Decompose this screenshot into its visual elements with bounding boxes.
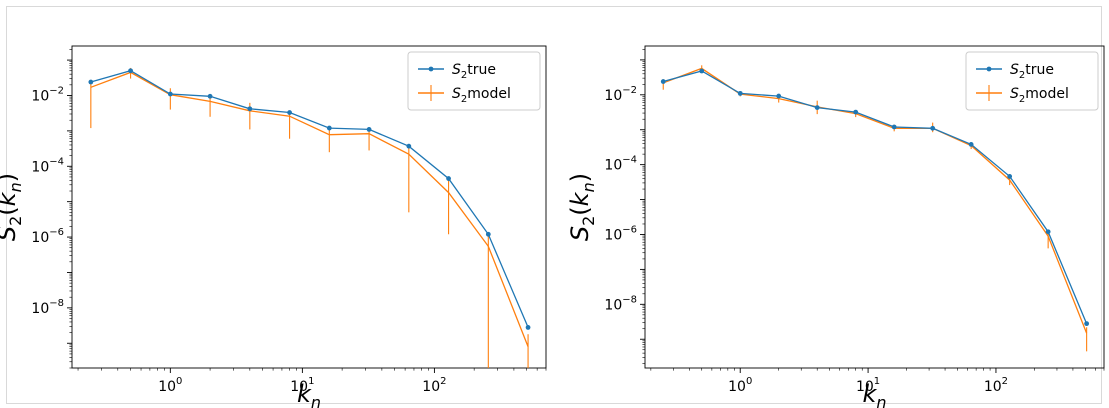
data-point-true: [776, 93, 782, 99]
data-point-true: [930, 125, 936, 131]
y-axis-label: S2(kn): [0, 173, 25, 241]
x-tick-label: 100: [728, 376, 752, 395]
y-tick-label: 10−6: [31, 227, 64, 246]
data-point-true: [699, 68, 705, 74]
data-point-true: [891, 124, 897, 130]
legend-label-model: S2model: [1010, 86, 1069, 105]
data-point-true: [1084, 321, 1090, 327]
data-point-true: [128, 68, 133, 74]
x-tick-label: 100: [158, 376, 182, 395]
y-tick-label: 10−4: [31, 156, 64, 175]
y-tick-label: 10−6: [604, 224, 637, 243]
legend-marker-true: [986, 66, 992, 72]
data-point-true: [366, 127, 372, 132]
data-point-true: [406, 143, 412, 149]
x-tick-label: 101: [290, 376, 314, 395]
y-tick-label: 10−8: [604, 294, 637, 313]
x-axis-label: kn: [862, 380, 886, 408]
data-point-true: [853, 109, 859, 115]
y-tick-label: 10−2: [31, 85, 64, 104]
legend-marker-true: [428, 66, 434, 72]
data-point-true: [485, 231, 491, 237]
plot-area-frame: [644, 45, 1105, 369]
data-point-true: [737, 90, 743, 96]
data-point-true: [1007, 174, 1013, 179]
data-point-true: [167, 91, 173, 97]
x-tick-label: 101: [856, 376, 880, 395]
legend-box: [407, 51, 541, 111]
y-tick-label: 10−4: [604, 155, 637, 174]
data-point-true: [525, 325, 531, 330]
data-point-true: [247, 106, 253, 112]
data-point-true: [660, 79, 666, 84]
data-point-true: [968, 142, 974, 147]
series-group: [660, 65, 1090, 352]
y-tick-label: 10−8: [31, 298, 64, 317]
data-point-true: [1045, 229, 1051, 235]
series-line-model: [90, 71, 529, 347]
series-line-true: [90, 69, 529, 328]
data-point-true: [88, 79, 94, 85]
data-point-true: [287, 110, 292, 115]
x-axis-label: kn: [297, 380, 321, 408]
data-point-true: [446, 176, 451, 181]
data-point-true: [814, 105, 820, 111]
data-point-true: [326, 125, 332, 131]
series-group: [88, 67, 531, 368]
data-point-true: [207, 93, 213, 99]
legend-label-true: S2true: [1010, 62, 1054, 81]
legend: S2true S2model: [965, 51, 1099, 111]
x-tick-label: 102: [422, 376, 446, 395]
series-line-true: [663, 70, 1088, 324]
legend-box: [965, 51, 1099, 111]
chart-panel-2: 100 101 10210−810−610−410−2knS2(kn)S2trueS…: [566, 45, 1105, 408]
y-tick-label: 10−2: [604, 85, 637, 104]
legend-label-model: S2model: [452, 86, 511, 105]
x-tick-label: 102: [984, 376, 1008, 395]
y-axis-label: S2(kn): [566, 173, 598, 241]
chart-panel-1: 10010110210−810−610−410−2knS2(kn)S2trueS…: [0, 45, 547, 408]
legend-label-true: S2true: [452, 62, 496, 81]
figure-frame: [6, 6, 1102, 404]
legend: S2true S2model: [407, 51, 541, 111]
